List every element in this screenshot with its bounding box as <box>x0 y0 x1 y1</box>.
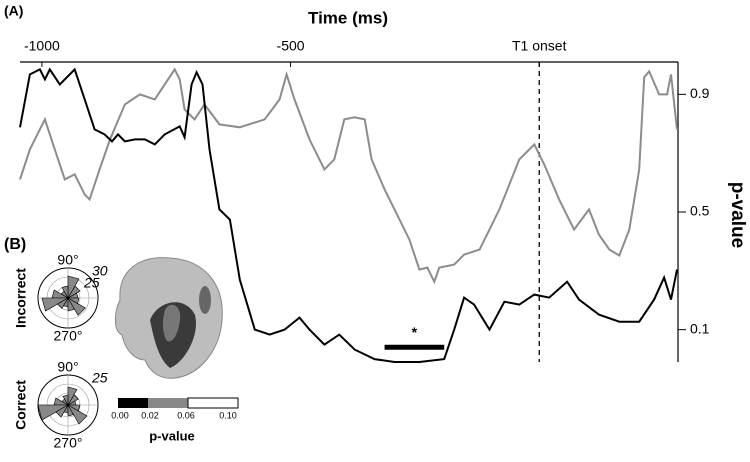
polar-petal <box>37 404 70 421</box>
colorbar-label: p-value <box>149 428 195 443</box>
series-line <box>19 67 678 363</box>
x-tick-label: -1000 <box>24 38 60 54</box>
polar-ring-label: 30 <box>92 263 108 279</box>
y-axis-label: p-value <box>727 182 748 249</box>
polar-petal <box>66 297 80 304</box>
polar-label: Incorrect <box>13 268 29 328</box>
colorbar-segment <box>187 397 239 409</box>
colorbar-segment <box>118 398 148 408</box>
polar-petal <box>41 297 70 312</box>
polar-angle-label: 270° <box>54 328 83 344</box>
polar-ring-label: 25 <box>91 370 108 386</box>
head-region <box>199 286 211 314</box>
y-tick-label: 0.1 <box>690 320 710 336</box>
inset: 0.00 0.02 0.06 0.10 p-value <box>111 257 239 443</box>
x-tick-label: -500 <box>277 38 305 54</box>
x-tick-label: T1 onset <box>512 38 567 54</box>
panel-label: (A) <box>4 3 23 19</box>
colorbar-tick: 0.00 <box>111 410 129 420</box>
colorbar-tick: 0.02 <box>141 410 159 420</box>
polar-angle-label: 90° <box>57 359 78 375</box>
polar-angle-label: 90° <box>57 252 78 268</box>
chart-title: Time (ms) <box>308 8 388 27</box>
series-line <box>19 67 678 285</box>
polar-ring-label: 25 <box>83 275 100 291</box>
y-tick-label: 0.5 <box>690 203 710 219</box>
colorbar-tick: 0.10 <box>219 410 237 420</box>
colorbar-tick: 0.06 <box>177 410 195 420</box>
polar-petal <box>66 404 81 412</box>
colorbar-segment <box>148 398 188 408</box>
significance-label: * <box>412 324 418 340</box>
polar-angle-label: 270° <box>54 435 83 451</box>
y-tick-label: 0.9 <box>690 85 710 101</box>
polar-label: Correct <box>13 380 29 430</box>
panel-label: (B) <box>4 236 26 253</box>
head-region <box>162 304 181 342</box>
